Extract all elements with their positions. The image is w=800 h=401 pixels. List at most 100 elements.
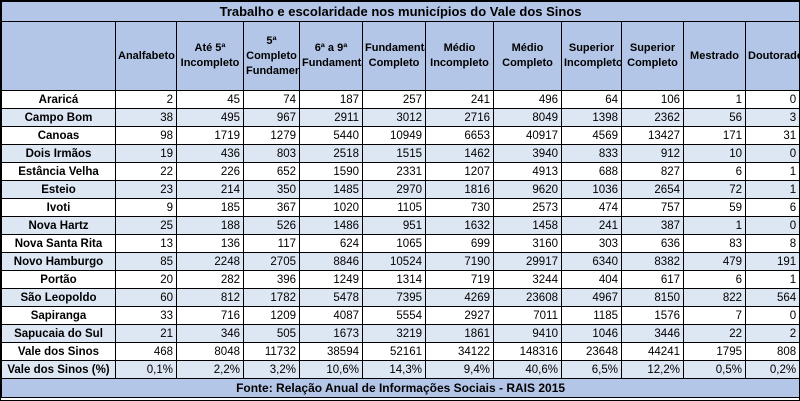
table-cell: 23608 — [493, 288, 562, 307]
table-cell: 59 — [683, 198, 746, 217]
table-cell: 7 — [683, 306, 746, 325]
municipality-name: Sapiranga — [1, 306, 116, 325]
municipality-name: Araricá — [1, 90, 116, 109]
table-row: Novo Hamburgo 85 2248 2705 8846 10524 7190 2991… — [1, 252, 800, 271]
table-cell: 1632 — [425, 216, 494, 235]
table-cell: 2,2% — [176, 360, 244, 379]
column-header: Médio Incompleto — [425, 21, 494, 91]
table-cell: 191 — [744, 252, 800, 271]
table-cell: 226 — [176, 162, 244, 181]
column-header: Até 5ª Incompleto — [176, 21, 244, 91]
table-row: Canoas 98 1719 1279 5440 10949 6653 40917 4569 13… — [1, 126, 800, 145]
table-cell: 2654 — [621, 180, 684, 199]
table-cell: 2927 — [425, 306, 494, 325]
table-cell: 44241 — [621, 342, 684, 361]
table-cell: 29917 — [493, 252, 562, 271]
table-cell: 45 — [176, 90, 244, 109]
table-row: Nova Santa Rita 13 136 117 624 1065 699 3160 303… — [1, 234, 800, 253]
table-cell: 98 — [115, 126, 177, 145]
table-cell: 3,2% — [243, 360, 300, 379]
source-footer: Fonte: Relação Anual de Informações Soci… — [0, 378, 800, 398]
table-cell: 688 — [561, 162, 622, 181]
table-cell: 13427 — [621, 126, 684, 145]
table-cell: 1795 — [683, 342, 746, 361]
table-cell: 214 — [176, 180, 244, 199]
table-cell: 33 — [115, 306, 177, 325]
municipality-name: Portão — [1, 270, 116, 289]
table-cell: 624 — [299, 234, 363, 253]
table-cell: 25 — [115, 216, 177, 235]
table-cell: 6340 — [561, 252, 622, 271]
municipality-name: Esteio — [1, 180, 116, 199]
column-header: 5ª Completo Fundamental — [243, 21, 300, 91]
table-cell: 64 — [561, 90, 622, 109]
table-cell: 1462 — [425, 144, 494, 163]
table-cell: 8150 — [621, 288, 684, 307]
table-cell: 1046 — [561, 324, 622, 343]
table-row: Sapucaia do Sul 21 346 505 1673 3219 1861 9410 1… — [1, 324, 800, 343]
table-cell: 40,6% — [493, 360, 562, 379]
municipality-name: Estância Velha — [1, 162, 116, 181]
table-cell: 1398 — [561, 108, 622, 127]
table-cell: 1 — [683, 216, 746, 235]
table-cell: 1065 — [362, 234, 426, 253]
table-cell: 8382 — [621, 252, 684, 271]
table-cell: 404 — [561, 270, 622, 289]
table-row: Estância Velha 22 226 652 1590 2331 1207 4913 68… — [1, 162, 800, 181]
table-cell: 396 — [243, 270, 300, 289]
table-cell: 72 — [683, 180, 746, 199]
table-cell: 12,2% — [621, 360, 684, 379]
table-cell: 636 — [621, 234, 684, 253]
table-cell: 7190 — [425, 252, 494, 271]
table-cell: 1861 — [425, 324, 494, 343]
table-row: Vale dos Sinos (%) 0,1% 2,2% 3,2% 10,6% 14,3%… — [1, 360, 800, 379]
table-row: Dois Irmãos 19 436 803 2518 1515 1462 3940 833 91… — [1, 144, 800, 163]
table-cell: 1 — [744, 270, 800, 289]
table-cell: 40917 — [493, 126, 562, 145]
table-cell: 496 — [493, 90, 562, 109]
table-cell: 241 — [561, 216, 622, 235]
table-cell: 185 — [176, 198, 244, 217]
table-cell: 187 — [299, 90, 363, 109]
table-cell: 8048 — [176, 342, 244, 361]
table-cell: 4569 — [561, 126, 622, 145]
municipality-name: Ivoti — [1, 198, 116, 217]
table-cell: 31 — [744, 126, 800, 145]
table-cell: 2 — [115, 90, 177, 109]
municipality-name: Vale dos Sinos (%) — [1, 360, 116, 379]
table-cell: 495 — [176, 108, 244, 127]
table-cell: 4269 — [425, 288, 494, 307]
table-cell: 1020 — [299, 198, 363, 217]
table-cell: 1486 — [299, 216, 363, 235]
column-header: Superior Incompleto — [561, 21, 622, 91]
table-row: Ivoti 9 185 367 1020 1105 730 2573 474 757 59 6 — [1, 198, 800, 217]
table-cell: 10 — [683, 144, 746, 163]
table-cell: 468 — [115, 342, 177, 361]
table-row: Vale dos Sinos 468 8048 11732 38594 52161 3412… — [1, 342, 800, 361]
table-cell: 171 — [683, 126, 746, 145]
table-title: Trabalho e escolaridade nos municípios d… — [0, 1, 800, 22]
table-cell: 757 — [621, 198, 684, 217]
municipality-name: Sapucaia do Sul — [1, 324, 116, 343]
table-cell: 1209 — [243, 306, 300, 325]
table-cell: 3160 — [493, 234, 562, 253]
table-cell: 730 — [425, 198, 494, 217]
column-header: 6ª a 9ª Fundamental — [299, 21, 363, 91]
table-cell: 3219 — [362, 324, 426, 343]
table-cell: 1 — [744, 162, 800, 181]
table-cell: 13 — [115, 234, 177, 253]
table-cell: 808 — [744, 342, 800, 361]
table-row: Esteio 23 214 350 1485 2970 1816 9620 1036 2654 72… — [1, 180, 800, 199]
table-cell: 117 — [243, 234, 300, 253]
title-row: Trabalho e escolaridade nos municípios d… — [0, 1, 800, 22]
table-cell: 719 — [425, 270, 494, 289]
table-cell: 2911 — [299, 108, 363, 127]
table-cell: 1782 — [243, 288, 300, 307]
table-cell: 1314 — [362, 270, 426, 289]
table-cell: 564 — [744, 288, 800, 307]
table-cell: 2518 — [299, 144, 363, 163]
table-cell: 148316 — [493, 342, 562, 361]
table-row: São Leopoldo 60 812 1782 5478 7395 4269 23608 49… — [1, 288, 800, 307]
table-cell: 436 — [176, 144, 244, 163]
